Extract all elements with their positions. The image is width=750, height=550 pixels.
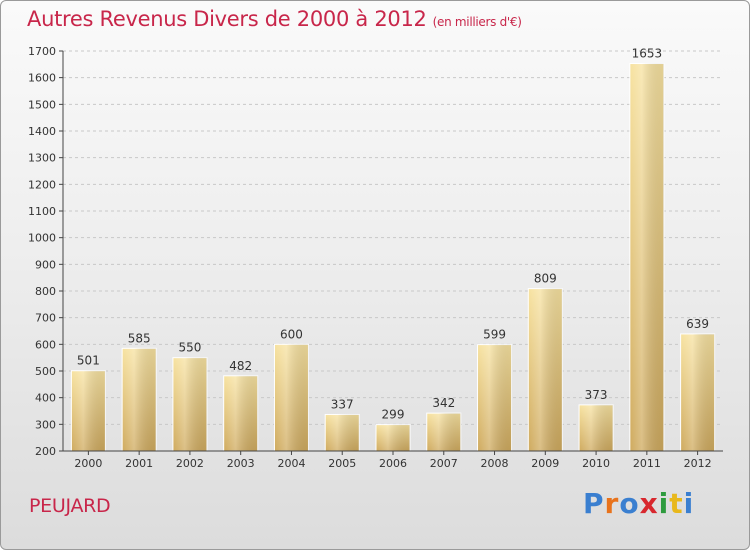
logo-letter: x [639,487,659,520]
value-label-2000: 501 [77,354,100,368]
y-tick-label: 400 [35,392,56,405]
labels: 200 300 400 500 600 700 800 900 1000 1100 1200 1300… [28,45,712,470]
x-tick-label-2001: 2001 [125,457,153,470]
bar-sheen [325,414,360,451]
y-tick-label: 1200 [28,178,56,191]
bar-sheen [71,370,106,451]
y-tick-label: 1100 [28,205,56,218]
axes [59,50,723,455]
value-label-2012: 639 [686,317,709,331]
value-label-2008: 599 [483,328,506,342]
logo-letter: P [583,487,605,520]
x-tick-label-2012: 2012 [684,457,712,470]
x-tick-label-2005: 2005 [328,457,356,470]
x-tick-label-2000: 2000 [74,457,102,470]
y-tick-label: 700 [35,312,56,325]
bar-sheen [223,375,258,451]
bar-sheen [579,404,614,451]
bar-sheen [680,333,715,451]
y-tick-label: 1500 [28,98,56,111]
value-label-2010: 373 [585,388,608,402]
y-tick-label: 300 [35,418,56,431]
y-tick-label: 600 [35,338,56,351]
value-label-2011: 1653 [632,47,663,61]
bar-sheen [477,344,512,451]
bar-sheen [629,63,664,452]
y-tick-label: 200 [35,445,56,458]
value-label-2003: 482 [229,359,252,373]
value-label-2004: 600 [280,327,303,341]
y-tick-label: 1700 [28,45,56,58]
x-tick-label-2008: 2008 [481,457,509,470]
chart-title-text: Autres Revenus Divers de 2000 à 2012 [27,7,427,31]
x-tick-label-2002: 2002 [176,457,204,470]
bar-sheen [122,348,157,451]
x-tick-label-2011: 2011 [633,457,661,470]
bar-sheen [426,413,461,451]
proxiti-logo: Proxiti [583,487,694,520]
logo-letter: t [669,487,684,520]
x-tick-label-2009: 2009 [531,457,559,470]
bars [70,63,716,452]
y-tick-label: 1000 [28,232,56,245]
grid-lines [63,50,723,425]
y-tick-label: 1400 [28,125,56,138]
value-label-2007: 342 [432,396,455,410]
value-label-2001: 585 [128,331,151,345]
value-label-2005: 337 [331,397,354,411]
x-tick-label-2010: 2010 [582,457,610,470]
x-tick-label-2003: 2003 [227,457,255,470]
y-tick-label: 500 [35,365,56,378]
commune-name: PEUJARD [29,495,111,517]
bar-sheen [376,424,410,451]
chart-unit: (en milliers d'€) [432,15,522,29]
y-tick-label: 800 [35,285,56,298]
y-tick-label: 1300 [28,152,56,165]
logo-letter: o [619,487,640,520]
logo-letter: i [683,487,695,520]
value-label-2006: 299 [382,408,405,422]
y-tick-label: 900 [35,258,56,271]
logo-letter: r [604,487,620,520]
x-tick-label-2006: 2006 [379,457,407,470]
x-tick-label-2004: 2004 [277,457,305,470]
bar-sheen [274,344,309,451]
chart-title: Autres Revenus Divers de 2000 à 2012 (en … [27,7,522,31]
x-tick-label-2007: 2007 [430,457,458,470]
logo-letter: i [658,487,670,520]
value-label-2009: 809 [534,272,557,286]
bar-sheen [172,357,207,451]
value-label-2002: 550 [178,341,201,355]
y-tick-label: 1600 [28,72,56,85]
bar-sheen [528,288,563,451]
